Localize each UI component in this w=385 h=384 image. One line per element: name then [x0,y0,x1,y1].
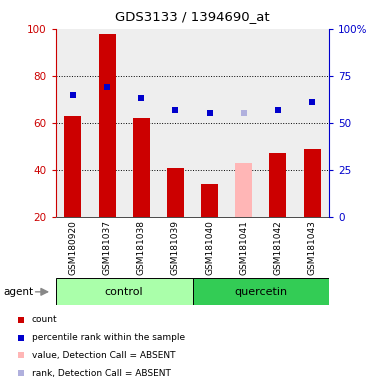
Text: GSM181040: GSM181040 [205,220,214,275]
Text: GDS3133 / 1394690_at: GDS3133 / 1394690_at [115,10,270,23]
Text: GSM181041: GSM181041 [239,220,248,275]
Text: GSM181037: GSM181037 [102,220,112,275]
Text: count: count [32,315,57,324]
Text: GSM181042: GSM181042 [273,220,283,275]
Bar [64,116,82,217]
Bar [235,163,252,217]
Text: GSM180920: GSM180920 [69,220,77,275]
Bar [270,154,286,217]
Text: quercetin: quercetin [234,287,287,297]
Text: percentile rank within the sample: percentile rank within the sample [32,333,185,342]
Text: GSM181038: GSM181038 [137,220,146,275]
Text: agent: agent [4,287,34,297]
Bar [201,184,218,217]
Text: GSM181039: GSM181039 [171,220,180,275]
Bar [192,278,329,305]
Bar [167,167,184,217]
Bar [303,149,321,217]
Text: value, Detection Call = ABSENT: value, Detection Call = ABSENT [32,351,175,360]
Text: control: control [105,287,144,297]
Text: rank, Detection Call = ABSENT: rank, Detection Call = ABSENT [32,369,171,377]
Bar [133,118,150,217]
Text: GSM181043: GSM181043 [308,220,316,275]
Bar [99,33,116,217]
Bar [56,278,192,305]
